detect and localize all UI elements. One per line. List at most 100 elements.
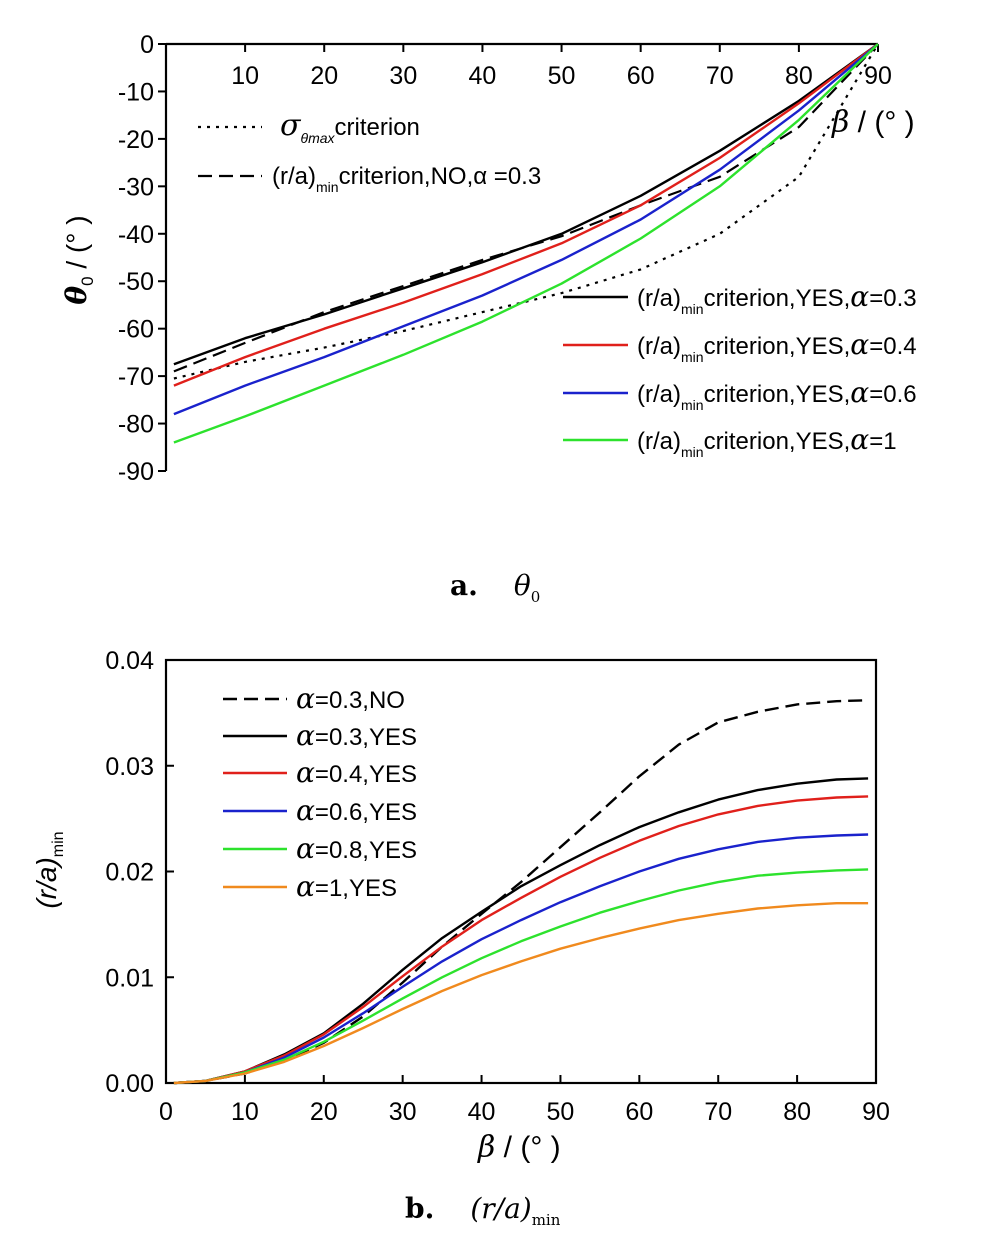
a-ticks: 10 20 30 40 50 60 70 80 90 0 -10 -20 -30 -40 -50 -60 -70… — [118, 31, 892, 486]
a-y-tick-label: -30 — [118, 173, 154, 201]
a-legend-top: σθmaxcriterion (r/a)mincriterion,NO,α =0… — [198, 108, 541, 195]
a-y-tick-label: -20 — [118, 126, 154, 154]
b-lg-alpha: α — [296, 870, 315, 903]
b-plot-frame — [164, 658, 878, 1085]
b-y-tick-label: 0.01 — [105, 964, 154, 992]
b-caption: b. (r/a)min — [405, 1192, 561, 1229]
a-caption: a. θ0 — [450, 569, 540, 606]
a-x-tick-label: 40 — [469, 62, 497, 90]
a-legend-label-3: (r/a)mincriterion,YES,α=1 — [637, 423, 897, 460]
b-legend: α=0.3,NO α=0.3,YES α=0.4,YES α=0.6,YES α… — [223, 682, 417, 903]
b-lg-tail: =0.3,YES — [315, 724, 417, 751]
b-x-tick-label: 40 — [468, 1098, 496, 1126]
a-x-tick-label: 80 — [785, 62, 813, 90]
a-y-label-symbol: θ — [60, 286, 93, 305]
a-x-label-unit: / (° ) — [849, 106, 914, 139]
a-series-line-5 — [173, 43, 879, 444]
b-x-label-unit: / (° ) — [495, 1131, 560, 1164]
a-lb-prefix: (r/a) — [637, 285, 681, 312]
a-legend-sigma-sub: θmax — [300, 130, 335, 146]
a-x-tick-label: 50 — [548, 62, 576, 90]
b-y-label-symbol: (r/a) — [31, 857, 62, 908]
a-legend-sigma-text: criterion — [335, 114, 420, 141]
a-lb-alpha: α — [850, 328, 869, 361]
b-curves — [173, 699, 869, 1085]
a-x-tick-label: 90 — [864, 62, 892, 90]
b-series-line-2 — [173, 795, 869, 1085]
a-caption-letter: a. — [450, 569, 478, 602]
a-lb-tail: =0.3 — [869, 285, 916, 312]
a-lb-alpha: α — [850, 423, 869, 456]
a-caption-sub: 0 — [531, 588, 541, 606]
b-lg-tail: =0.3,NO — [315, 687, 405, 714]
a-legend-label-1: (r/a)mincriterion,YES,α=0.4 — [637, 328, 917, 365]
a-y-label-unit: / (° ) — [61, 215, 92, 276]
a-legend-no-text: criterion,NO,α =0.3 — [339, 163, 542, 190]
b-legend-label-4: α=0.8,YES — [296, 832, 417, 865]
a-curves — [173, 43, 879, 444]
b-y-tick-label: 0.04 — [105, 647, 154, 675]
a-lb-tail: =1 — [869, 428, 896, 455]
a-lb-text: criterion,YES, — [704, 381, 851, 408]
b-caption-symbol: (r/a) — [470, 1192, 531, 1225]
b-x-tick-label: 20 — [310, 1098, 338, 1126]
a-lb-sub: min — [681, 301, 704, 317]
b-series-line-4 — [173, 868, 869, 1085]
a-lb-alpha: α — [850, 280, 869, 313]
b-x-tick-label: 80 — [783, 1098, 811, 1126]
a-legend-label-sigma: σθmaxcriterion — [280, 108, 420, 146]
a-series-line-2 — [173, 43, 879, 366]
b-lg-alpha: α — [296, 682, 315, 715]
a-lb-alpha: α — [850, 376, 869, 409]
b-ticks: 0 10 20 30 40 50 60 70 80 90 0.00 0.01 0.02 0.03 0.04 — [105, 647, 890, 1126]
a-lb-text: criterion,YES, — [704, 428, 851, 455]
a-y-tick-label: -70 — [118, 363, 154, 391]
a-caption-symbol: θ — [514, 569, 531, 602]
a-y-tick-label: -40 — [118, 221, 154, 249]
a-legend-label-2: (r/a)mincriterion,YES,α=0.6 — [637, 376, 917, 413]
b-legend-label-5: α=1,YES — [296, 870, 397, 903]
a-lb-tail: =0.4 — [869, 333, 916, 360]
a-legend-bottom: (r/a)mincriterion,YES,α=0.3 (r/a)mincrit… — [563, 280, 917, 460]
b-lg-tail: =0.4,YES — [315, 761, 417, 788]
a-series-line-1 — [173, 43, 879, 373]
b-caption-sub: min — [532, 1211, 561, 1229]
a-lb-sub: min — [681, 444, 704, 460]
b-x-tick-label: 70 — [704, 1098, 732, 1126]
a-y-tick-label: -90 — [118, 458, 154, 486]
b-x-tick-label: 0 — [159, 1098, 173, 1126]
a-y-label-sub: 0 — [78, 276, 97, 285]
b-series-line-5 — [173, 902, 869, 1085]
a-y-tick-label: -80 — [118, 411, 154, 439]
b-x-tick-label: 50 — [547, 1098, 575, 1126]
a-y-tick-label: 0 — [140, 31, 154, 59]
b-x-tick-label: 30 — [389, 1098, 417, 1126]
a-x-tick-label: 30 — [389, 62, 417, 90]
panel-b-chart: 0 10 20 30 40 50 60 70 80 900.000.010.020.030.04 … — [31, 647, 890, 1229]
b-series-line-0 — [173, 699, 869, 1085]
a-y-axis-label: θ0 / (° ) — [60, 215, 97, 304]
a-legend-label-no: (r/a)mincriterion,NO,α =0.3 — [272, 163, 541, 195]
b-y-tick-label: 0.03 — [105, 753, 154, 781]
a-legend-label-0: (r/a)mincriterion,YES,α=0.3 — [637, 280, 917, 317]
b-lg-alpha: α — [296, 794, 315, 827]
b-lg-alpha: α — [296, 832, 315, 865]
panel-a-chart: 10 20 30 40 50 60 70 80 90 0 -10 -20 -30 -40 -50 -60 -70… — [60, 31, 917, 606]
a-y-tick-label: -10 — [118, 78, 154, 106]
b-lg-alpha: α — [296, 719, 315, 752]
b-y-tick-label: 0.02 — [105, 859, 154, 887]
a-x-tick-label: 10 — [231, 62, 259, 90]
a-legend-ra: (r/a) — [272, 163, 316, 190]
a-lb-prefix: (r/a) — [637, 333, 681, 360]
a-x-tick-label: 20 — [310, 62, 338, 90]
b-x-tick-label: 10 — [231, 1098, 259, 1126]
b-legend-label-1: α=0.3,YES — [296, 719, 417, 752]
b-caption-letter: b. — [405, 1192, 434, 1225]
a-x-tick-label: 60 — [627, 62, 655, 90]
a-legend-sigma: σ — [280, 108, 302, 143]
b-lg-tail: =0.6,YES — [315, 799, 417, 826]
a-y-tick-label: -50 — [118, 268, 154, 296]
a-x-label-symbol: β — [831, 105, 849, 140]
b-x-label-symbol: β — [477, 1130, 495, 1165]
